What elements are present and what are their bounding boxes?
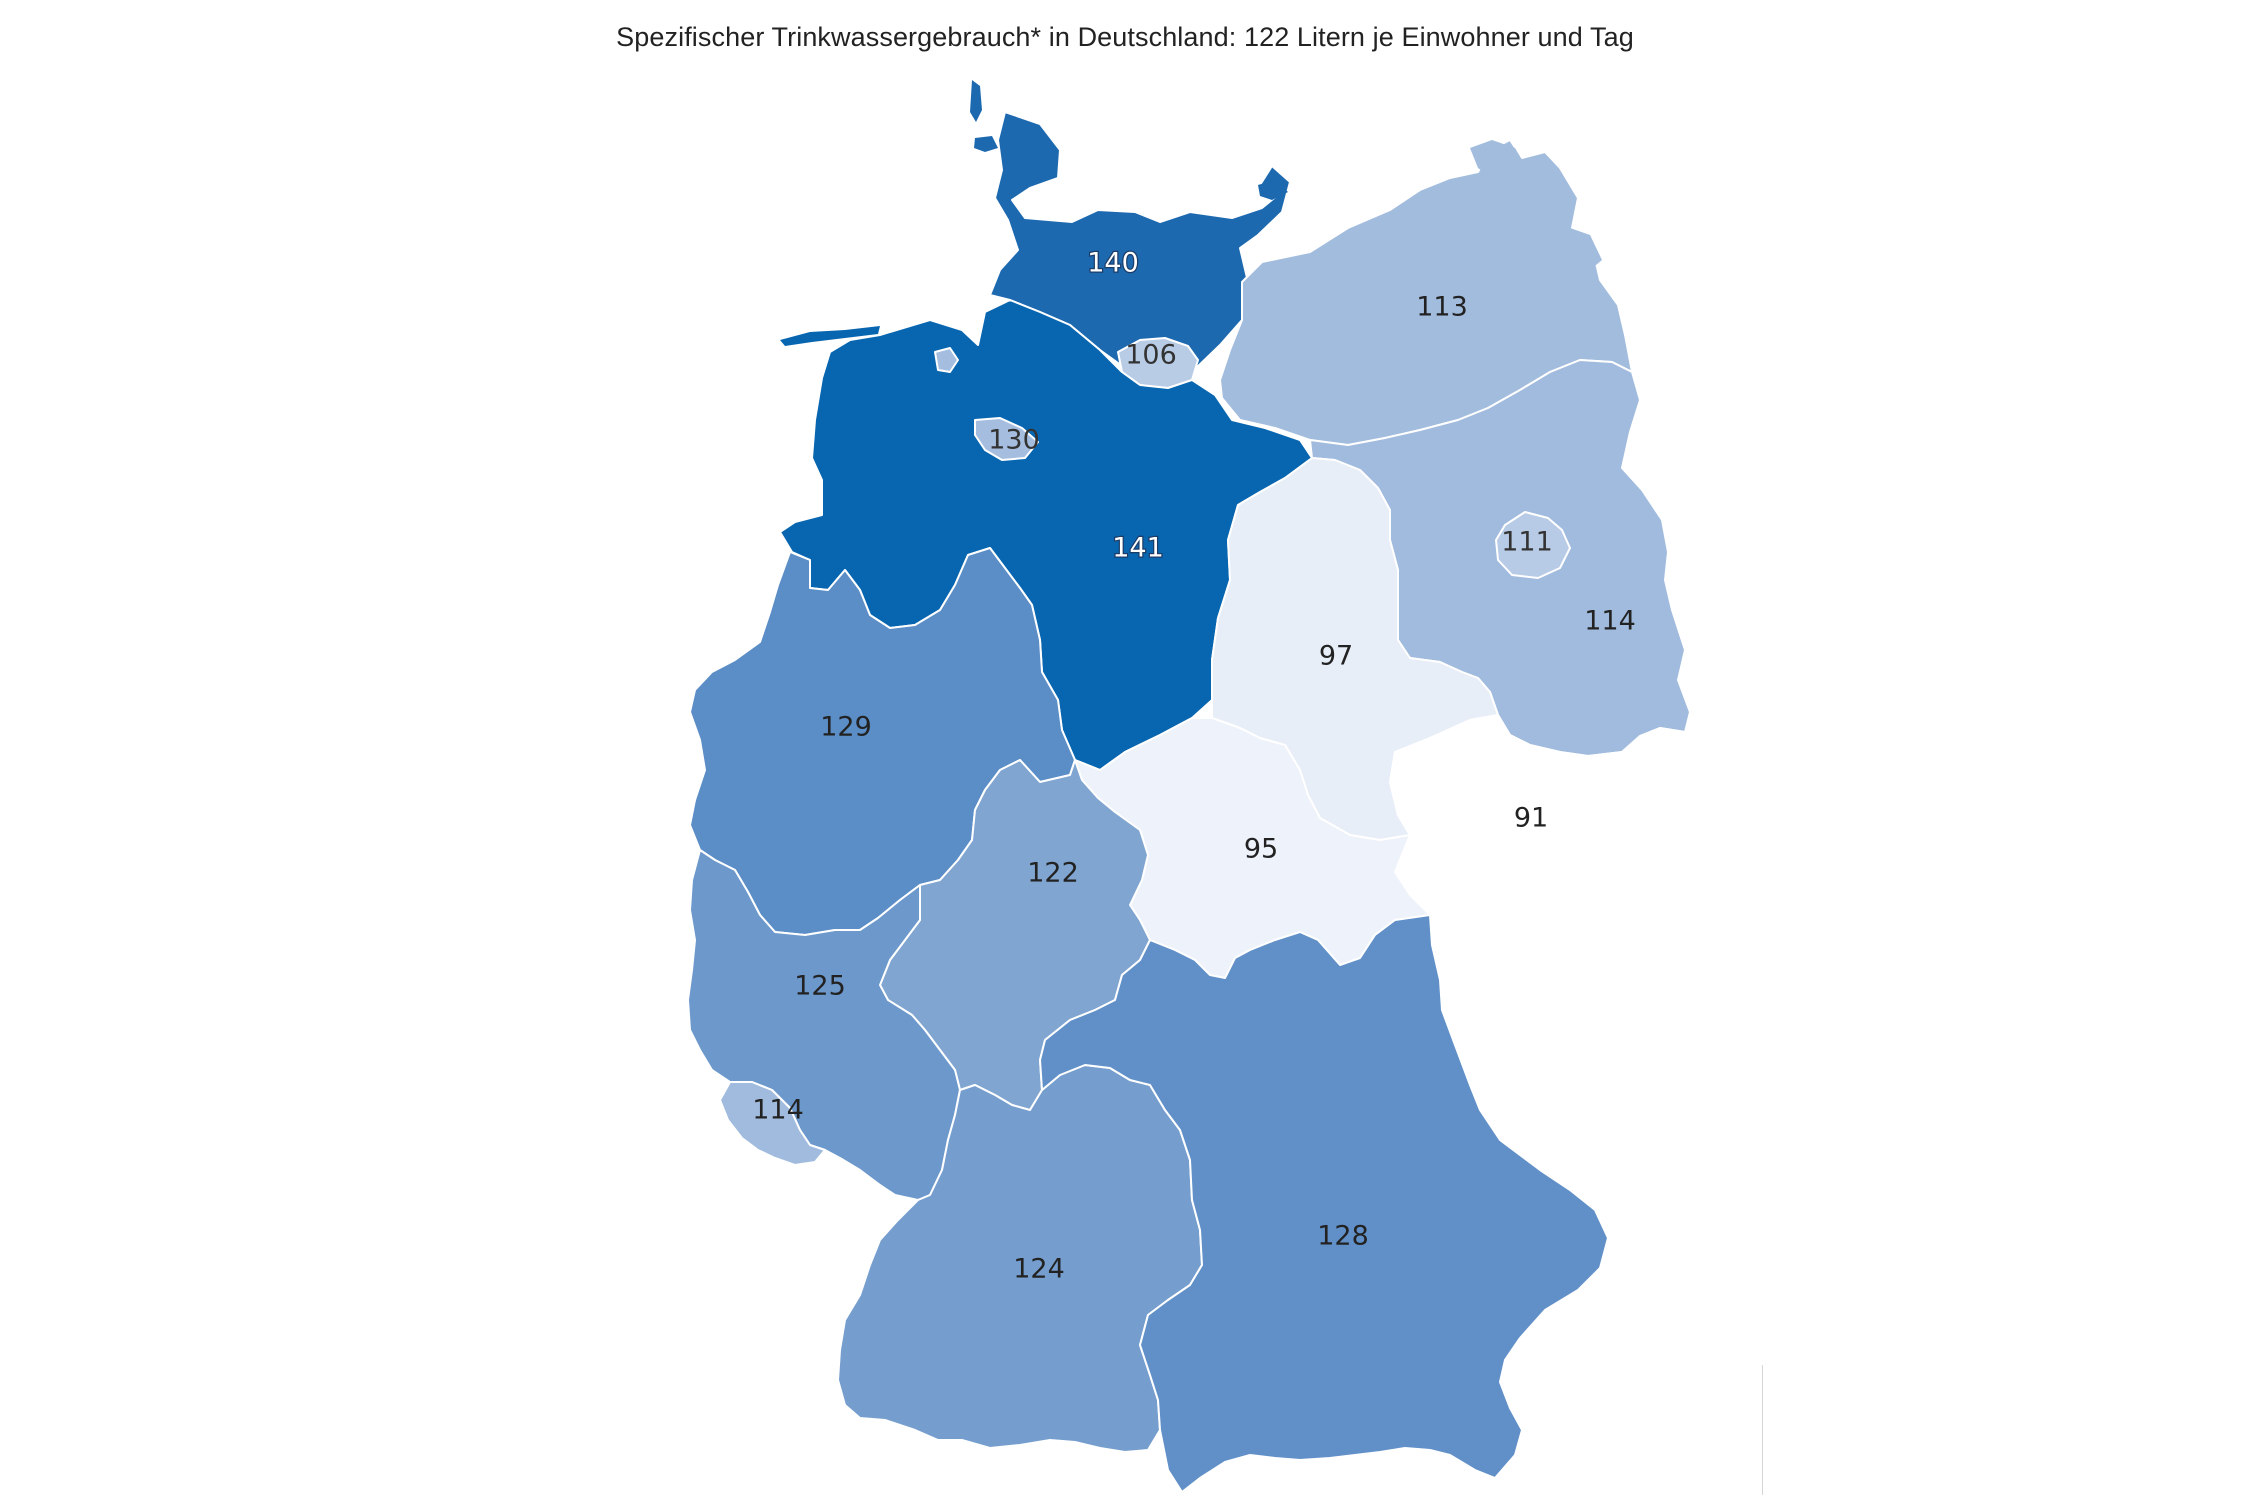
region-bayern[interactable] <box>1039 914 1609 1493</box>
region-saarland[interactable] <box>719 1081 826 1166</box>
island-foehr <box>974 136 998 152</box>
label-brandenburg: 114 <box>1584 606 1636 637</box>
region-mecklenburg-vorpommern[interactable] <box>1219 139 1633 446</box>
island-usedom <box>1570 228 1602 270</box>
panel-edge-divider <box>1762 1365 1763 1495</box>
region-berlin[interactable] <box>1495 511 1571 579</box>
region-sachsen[interactable] <box>1389 714 1699 931</box>
island-sylt <box>970 80 982 122</box>
label-mecklenburg-vorpommern: 113 <box>1416 292 1468 323</box>
label-hessen: 122 <box>1027 858 1079 889</box>
label-saarland: 114 <box>752 1095 804 1126</box>
label-bayern: 128 <box>1317 1221 1369 1252</box>
label-sachsen-anhalt: 97 <box>1319 641 1353 672</box>
label-bremen: 130 <box>988 425 1040 456</box>
island-fehmarn <box>1258 180 1288 200</box>
island-east-frisian <box>780 326 880 346</box>
label-berlin: 111 <box>1501 527 1553 558</box>
label-schleswig-holstein: 140 <box>1087 248 1139 279</box>
region-schleswig-holstein[interactable] <box>989 111 1291 379</box>
region-bremen[interactable] <box>974 417 1039 461</box>
label-hamburg: 106 <box>1125 340 1177 371</box>
label-niedersachsen: 141 <box>1112 533 1164 564</box>
label-thueringen: 95 <box>1244 834 1278 865</box>
label-nordrhein-westfalen: 129 <box>820 712 872 743</box>
island-ruegen <box>1470 140 1525 178</box>
region-bremerhaven <box>934 347 959 373</box>
map-title: Spezifischer Trinkwassergebrauch* in Deu… <box>616 22 1634 52</box>
label-rheinland-pfalz: 125 <box>794 971 846 1002</box>
label-sachsen: 91 <box>1514 803 1548 834</box>
label-baden-wuerttemberg: 124 <box>1013 1254 1065 1285</box>
